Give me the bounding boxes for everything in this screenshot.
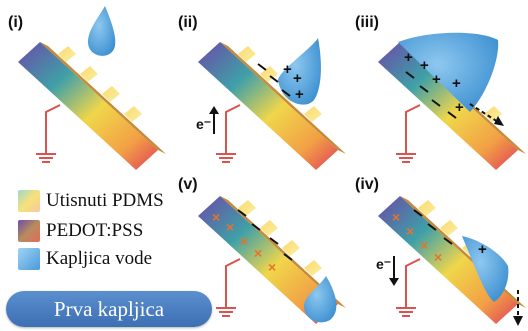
panel-label-i: (i) <box>8 14 24 31</box>
svg-text:+: + <box>478 241 487 258</box>
panel-label-ii: (ii) <box>178 14 198 31</box>
legend-item-pedot: PEDOT:PSS <box>18 217 143 245</box>
first-droplet-button[interactable]: Prva kapljica <box>6 291 212 327</box>
panel-label-iii: (iii) <box>355 14 379 31</box>
svg-text:+: + <box>293 70 302 87</box>
legend-label: PEDOT:PSS <box>46 220 144 241</box>
svg-text:+: + <box>455 99 464 116</box>
svg-text:×: × <box>268 259 276 275</box>
svg-text:+: + <box>452 75 461 92</box>
svg-text:+: + <box>295 86 304 103</box>
svg-text:×: × <box>240 233 248 249</box>
water-drop-icon <box>88 6 116 56</box>
water-drop-icon <box>398 32 499 112</box>
svg-text:+: + <box>420 57 429 74</box>
svg-text:×: × <box>212 209 220 225</box>
legend-item-water: Kapljica vode <box>18 245 152 273</box>
svg-text:×: × <box>254 245 262 261</box>
electron-label-iv: e⁻ <box>376 256 392 272</box>
panel-ii: + + + <box>198 38 346 170</box>
svg-text:+: + <box>432 71 441 88</box>
svg-text:×: × <box>420 237 428 253</box>
panel-i <box>18 6 166 170</box>
electron-label-ii: e⁻ <box>196 116 212 132</box>
panel-iv: × × × × + <box>378 196 526 326</box>
svg-text:×: × <box>434 249 442 265</box>
legend-item-pdms: Utisnuti PDMS <box>18 187 164 215</box>
water-drop-icon <box>278 38 321 105</box>
svg-text:×: × <box>226 219 234 235</box>
panel-label-iv: (iv) <box>355 176 379 193</box>
svg-text:+: + <box>283 61 292 78</box>
panel-v: × × × × × <box>198 196 346 324</box>
svg-text:×: × <box>406 223 414 239</box>
water-swatch-icon <box>18 248 40 270</box>
panel-iii: + + + + + <box>378 32 526 170</box>
panel-label-v: (v) <box>178 176 198 193</box>
pdms-swatch-icon <box>18 190 40 212</box>
legend-label: Kapljica vode <box>46 248 153 269</box>
water-drop-icon <box>462 236 509 302</box>
svg-text:+: + <box>404 49 413 66</box>
pedot-swatch-icon <box>18 220 40 242</box>
svg-text:×: × <box>392 209 400 225</box>
legend-label: Utisnuti PDMS <box>46 190 164 211</box>
water-drop-icon <box>304 276 337 323</box>
